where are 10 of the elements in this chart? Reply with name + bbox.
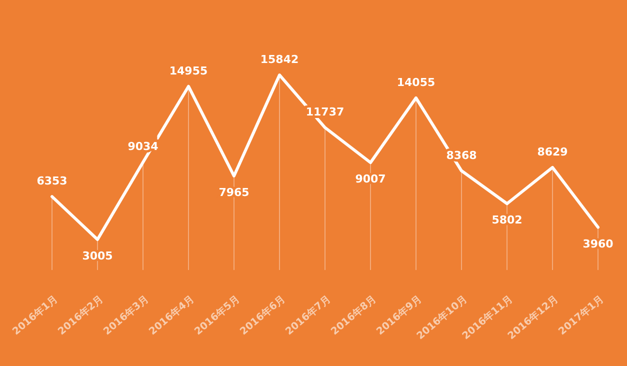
data-label: 6353 bbox=[36, 174, 68, 188]
data-label: 5802 bbox=[492, 214, 522, 227]
data-label: 15842 bbox=[260, 53, 299, 66]
data-label: 14055 bbox=[396, 76, 436, 89]
data-label: 3005 bbox=[82, 249, 113, 262]
data-label: 3960 bbox=[582, 237, 614, 250]
data-label: 8629 bbox=[537, 145, 568, 158]
data-label: 7965 bbox=[218, 186, 250, 199]
data-label: 14955 bbox=[169, 64, 208, 78]
data-label: 9007 bbox=[355, 172, 386, 186]
